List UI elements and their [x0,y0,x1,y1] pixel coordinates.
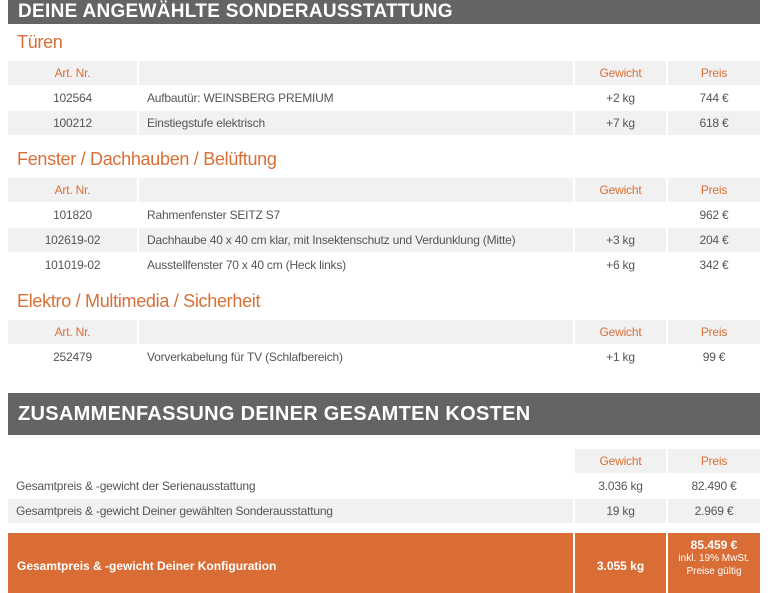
price-validity-note: Preise gültig [686,566,742,577]
summary-price: 82.490 € [691,479,737,493]
item-price: 99 € [702,350,726,364]
category-heading: Fenster / Dachhauben / Belüftung [17,149,277,169]
item-name: Rahmenfenster SEITZ S7 [147,208,280,222]
total-price-cell: 85.459 € inkl. 19% MwSt. Preise gültig [668,533,760,593]
total-label: Gesamtpreis & -gewicht Deiner Konfigurat… [8,533,573,593]
item-price: 744 € [699,91,729,105]
table-row: 101820 Rahmenfenster SEITZ S7 962 € [8,203,760,227]
art-number: 101019-02 [44,258,101,272]
art-number: 100212 [8,111,137,135]
item-price: 204 € [668,228,760,252]
col-price: Preis [668,178,760,202]
summary-row: Gesamtpreis & -gewicht Deiner gewählten … [8,499,760,523]
category-heading: Türen [17,32,63,52]
col-art: Art. Nr. [8,178,137,202]
summary-title: Zusammenfassung deiner gesamten Kosten [18,403,531,425]
total-weight: 3.055 kg [575,533,666,593]
table-row: 102564 Aufbautür: WEINSBERG PREMIUM +2 kg 7… [8,86,760,110]
table-header: Art. Nr. Gewicht Preis [8,178,760,202]
col-weight: Gewicht [575,320,666,344]
item-name: Einstiegstufe elektrisch [139,111,573,135]
art-number: 252479 [53,350,92,364]
summary-weight: 19 kg [575,499,666,523]
item-weight: +2 kg [606,91,635,105]
table-row: 252479 Vorverkabelung für TV (Schlafberei… [8,345,760,369]
summary-table-header: Gewicht Preis [8,449,760,473]
summary-row: Gesamtpreis & -gewicht der Serienausstat… [8,474,760,498]
art-number: 101820 [53,208,92,222]
col-price: Preis [668,320,760,344]
summary-label: Gesamtpreis & -gewicht Deiner gewählten … [8,499,573,523]
section-header-bar: Deine angewählte Sonderausstattung [8,0,760,24]
art-number: 102619-02 [8,228,137,252]
item-weight: +6 kg [606,258,635,272]
section-title: Deine angewählte Sonderausstattung [18,1,453,22]
table-row: 101019-02 Ausstellfenster 70 x 40 cm (Hec… [8,253,760,277]
table-header: Art. Nr. Gewicht Preis [8,61,760,85]
item-price: 342 € [699,258,729,272]
total-row: Gesamtpreis & -gewicht Deiner Konfigurat… [8,533,760,593]
art-number: 102564 [53,91,92,105]
col-price: Preis [668,449,760,473]
item-name: Dachhaube 40 x 40 cm klar, mit Insektens… [139,228,573,252]
item-weight: +1 kg [606,350,635,364]
summary-header-bar: Zusammenfassung deiner gesamten Kosten [8,393,760,435]
category-heading: Elektro / Multimedia / Sicherheit [17,291,261,311]
col-art: Art. Nr. [8,320,137,344]
col-weight: Gewicht [575,449,666,473]
summary-label: Gesamtpreis & -gewicht der Serienausstat… [16,479,256,493]
col-weight: Gewicht [575,178,666,202]
item-weight [575,203,666,227]
table-row: 100212 Einstiegstufe elektrisch +7 kg 618 € [8,111,760,135]
item-weight: +3 kg [575,228,666,252]
col-art: Art. Nr. [8,61,137,85]
item-name: Vorverkabelung für TV (Schlafbereich) [147,350,343,364]
col-weight: Gewicht [575,61,666,85]
total-price: 85.459 € [690,538,738,552]
item-weight: +7 kg [575,111,666,135]
item-price: 618 € [668,111,760,135]
item-name: Aufbautür: WEINSBERG PREMIUM [147,91,334,105]
table-row: 102619-02 Dachhaube 40 x 40 cm klar, mit … [8,228,760,252]
table-header: Art. Nr. Gewicht Preis [8,320,760,344]
summary-weight: 3.036 kg [598,479,643,493]
summary-price: 2.969 € [668,499,760,523]
item-price: 962 € [699,208,729,222]
item-name: Ausstellfenster 70 x 40 cm (Heck links) [147,258,346,272]
vat-note: inkl. 19% MwSt. [678,553,750,564]
col-price: Preis [668,61,760,85]
